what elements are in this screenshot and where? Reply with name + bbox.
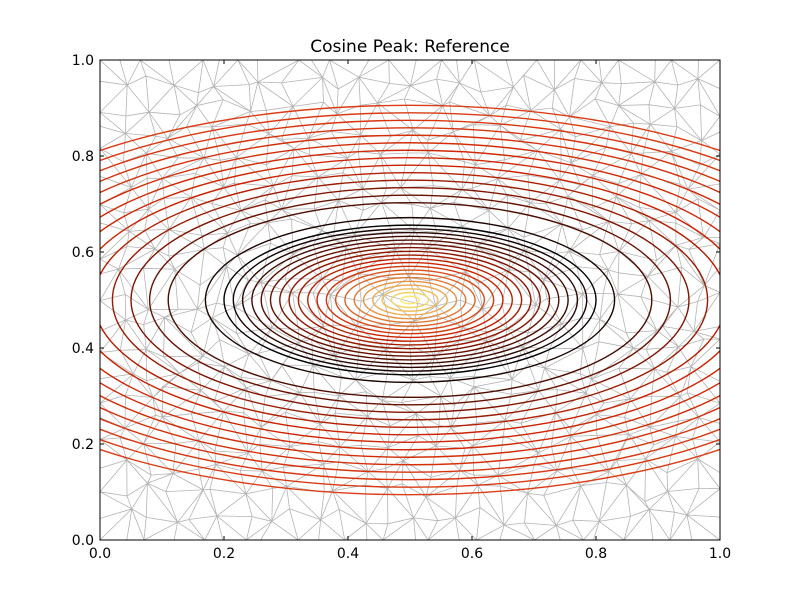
contour-line-13	[279, 246, 541, 354]
contour-line-11	[297, 254, 523, 346]
contour-line-6	[344, 273, 476, 327]
x-tick-label: 1.0	[709, 546, 731, 562]
y-tick-label: 0.0	[72, 533, 94, 549]
axis-ticks: 0.0 0.2 0.4 0.6 0.8 1.0 0.0 0.2 0.4 0.6 0.8 1.0	[72, 53, 731, 562]
x-tick-label: 0.8	[585, 546, 607, 562]
y-tick-label: 0.8	[72, 149, 94, 165]
contour-line-34	[100, 104, 720, 496]
contour-line-20	[204, 216, 616, 384]
contour-line-22	[148, 194, 672, 406]
x-tick-label: 0.2	[213, 546, 235, 562]
contour-line-31	[100, 127, 720, 473]
contour-line-29	[100, 142, 720, 458]
contour-line-4	[362, 280, 458, 320]
y-tick-label: 0.6	[72, 245, 94, 261]
contour-line-5	[353, 276, 467, 324]
contour-line-14	[269, 243, 551, 357]
y-tick-label: 0.2	[72, 437, 94, 453]
contour-line-33	[100, 112, 720, 488]
x-tick-label: 0.4	[337, 546, 359, 562]
contour-line-16	[251, 235, 569, 365]
chart-title: Cosine Peak: Reference	[310, 37, 510, 57]
y-tick-label: 0.4	[72, 341, 94, 357]
contour-line-18	[232, 228, 588, 372]
contour-line-28	[100, 149, 720, 451]
contour-line-12	[288, 250, 532, 350]
contour-line-3	[372, 284, 448, 316]
contour-lines	[100, 104, 720, 496]
contour-line-7	[334, 269, 486, 331]
plot-frame	[99, 59, 721, 541]
contour-line-27	[100, 157, 720, 443]
contour-line-26	[100, 164, 720, 436]
x-tick-label: 0.6	[461, 546, 483, 562]
contour-line-23	[130, 186, 690, 414]
contour-line-30	[100, 134, 720, 466]
contour-line-24	[111, 179, 709, 421]
contour-line-8	[325, 265, 495, 335]
contour-line-19	[223, 224, 597, 376]
contour-line-0	[400, 295, 421, 305]
x-tick-label: 0.0	[89, 546, 111, 562]
contour-line-1	[390, 291, 430, 309]
contour-line-2	[381, 288, 439, 312]
contour-line-15	[260, 239, 560, 361]
contour-line-32	[100, 119, 720, 481]
contour-line-17	[241, 231, 579, 369]
plot-background	[100, 60, 720, 540]
contour-line-9	[316, 261, 504, 339]
contour-line-21	[167, 201, 653, 399]
y-tick-label: 1.0	[72, 53, 94, 69]
contour-line-10	[307, 258, 514, 342]
contour-line-25	[100, 172, 720, 428]
